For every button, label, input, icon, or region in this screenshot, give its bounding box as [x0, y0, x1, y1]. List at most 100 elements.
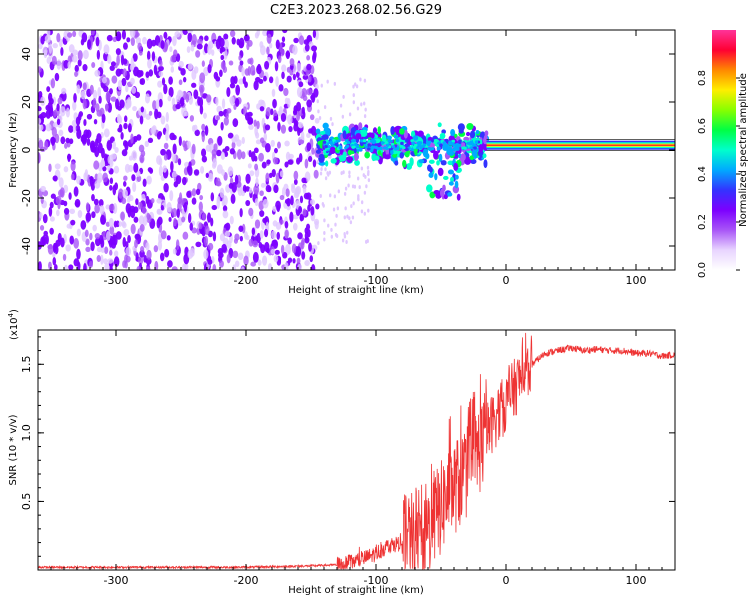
spectrogram-noise-blob: [226, 87, 231, 98]
spectrogram-noise-blob: [169, 46, 173, 53]
spectrogram-noise-blob: [68, 192, 72, 200]
spectrogram-core-blob: [442, 147, 447, 151]
spectrogram-noise-blob: [285, 50, 290, 60]
spectrogram-noise-blob: [268, 76, 274, 84]
spectrogram-noise-blob: [277, 256, 282, 263]
spectrogram-noise-blob: [94, 203, 100, 214]
spectrogram-noise-blob: [270, 108, 274, 116]
spectrogram-noise-blob: [226, 107, 232, 114]
spectrogram-noise-blob: [249, 57, 254, 66]
spectrogram-noise-blob: [85, 202, 90, 212]
spectrogram-noise-blob: [309, 255, 314, 263]
spectrogram-noise-blob: [126, 196, 131, 203]
spectrogram-noise-blob: [203, 249, 209, 260]
spectrogram-sparse-blob: [367, 172, 370, 177]
spectrogram-noise-blob: [101, 113, 106, 124]
spectrogram-sparse-blob: [346, 230, 349, 235]
spectrogram-noise-blob: [195, 188, 201, 196]
spectrogram-noise-blob: [285, 244, 291, 255]
spectrogram-core-blob: [448, 146, 452, 150]
spectrogram-transition-blob: [439, 133, 446, 139]
spectrogram-noise-blob: [178, 79, 183, 86]
spectrogram-noise-blob: [232, 250, 239, 259]
spectrogram-noise-blob: [253, 119, 257, 127]
colorbar-label: Normalized spectral amplitude: [738, 73, 749, 227]
spectrogram-noise-blob: [201, 148, 207, 157]
spectrogram-noise-blob: [98, 199, 104, 207]
spectrogram-noise-blob: [102, 166, 107, 172]
spectrogram-transition-blob: [364, 151, 371, 159]
spectrogram-noise-blob: [280, 112, 287, 123]
spectrogram-noise-blob: [56, 209, 60, 217]
spectrogram-noise-blob: [140, 106, 145, 113]
spectrogram-transition-blob: [478, 144, 484, 153]
spectrogram-noise-blob: [191, 34, 197, 46]
spectrogram-core-blob: [419, 146, 423, 150]
spectrogram-noise-blob: [306, 55, 311, 61]
tone-band-peak: [486, 144, 675, 146]
y-tick-label: 1.5: [20, 356, 33, 374]
spectrogram-noise-blob: [168, 216, 172, 223]
spectrogram-noise-blob: [229, 148, 236, 155]
spectrogram-noise-blob: [166, 201, 172, 213]
spectrogram-noise-blob: [221, 200, 226, 207]
spectrogram-noise-blob: [193, 124, 198, 131]
spectrogram-noise-blob: [159, 59, 163, 68]
spectrogram-noise-blob: [87, 39, 92, 50]
spectrogram-transition-blob: [374, 155, 380, 161]
spectrogram-noise-blob: [312, 53, 317, 64]
spectrogram-noise-blob: [241, 266, 245, 270]
spectrogram-noise-blob: [94, 69, 101, 77]
spectrogram-noise-blob: [275, 76, 279, 87]
spectrogram-transition-blob: [315, 149, 321, 154]
spectrogram-noise-blob: [136, 266, 141, 270]
spectrogram-noise-blob: [90, 30, 95, 36]
spectrogram-noise-blob: [166, 235, 171, 241]
spectrogram-noise-blob: [109, 65, 115, 72]
spectrogram-core-blob: [324, 145, 328, 149]
spectrogram-noise-blob: [68, 264, 74, 270]
spectrogram-noise-blob: [103, 128, 110, 138]
spectrogram-core-blob: [452, 146, 457, 151]
spectrogram-noise-blob: [186, 165, 191, 173]
spectrogram-noise-blob: [120, 132, 124, 140]
spectrogram-noise-blob: [91, 211, 96, 219]
spectrogram-noise-blob: [57, 97, 63, 105]
x-tick-label: -200: [234, 574, 259, 587]
spectrogram-noise-blob: [225, 222, 231, 231]
spectrogram-noise-blob: [130, 57, 134, 68]
spectrogram-noise-blob: [115, 220, 120, 228]
spectrogram-noise-blob: [238, 78, 244, 85]
spectrogram-core-blob: [327, 145, 331, 149]
spectrogram-transition-blob: [428, 172, 434, 179]
spectrogram-noise-blob: [279, 170, 284, 178]
spectrogram-transition-blob: [437, 167, 444, 177]
spectrogram-noise-blob: [89, 84, 94, 95]
spectrogram-noise-blob: [298, 35, 305, 46]
spectrogram-transition-blob: [429, 191, 436, 199]
spectrogram-sparse-blob: [346, 214, 349, 219]
spectrogram-noise-blob: [262, 217, 268, 224]
spectrogram-noise-blob: [313, 169, 319, 179]
spectrogram-noise-blob: [103, 44, 110, 55]
y-tick-label: 40: [20, 47, 33, 61]
colorbar-ticks: 0.0 0.2 0.4 0.6 0.8: [697, 70, 740, 278]
spectrogram-noise-blob: [163, 31, 168, 39]
spectrogram-noise-blob: [138, 215, 145, 225]
spectrogram-noise-blob: [124, 254, 128, 265]
spectrogram-noise-blob: [198, 201, 203, 212]
spectrogram-noise-blob: [296, 62, 302, 73]
spectrogram-noise-blob: [193, 169, 200, 176]
spectrogram-noise-blob: [168, 76, 173, 85]
spectrogram-noise-blob: [142, 178, 147, 188]
spectrogram-noise-blob: [272, 156, 279, 165]
spectrogram-noise-blob: [104, 262, 110, 270]
spectrogram-core-blob: [469, 146, 473, 150]
spectrogram-noise-blob: [272, 220, 278, 227]
spectrogram-noise-blob: [250, 151, 256, 162]
spectrogram-noise-blob: [266, 33, 272, 44]
spectrogram-transition-blob: [454, 180, 459, 189]
spectrogram-noise-blob: [49, 227, 54, 235]
spectrogram-noise-blob: [288, 126, 293, 133]
spectrogram-sparse-blob: [319, 171, 323, 176]
